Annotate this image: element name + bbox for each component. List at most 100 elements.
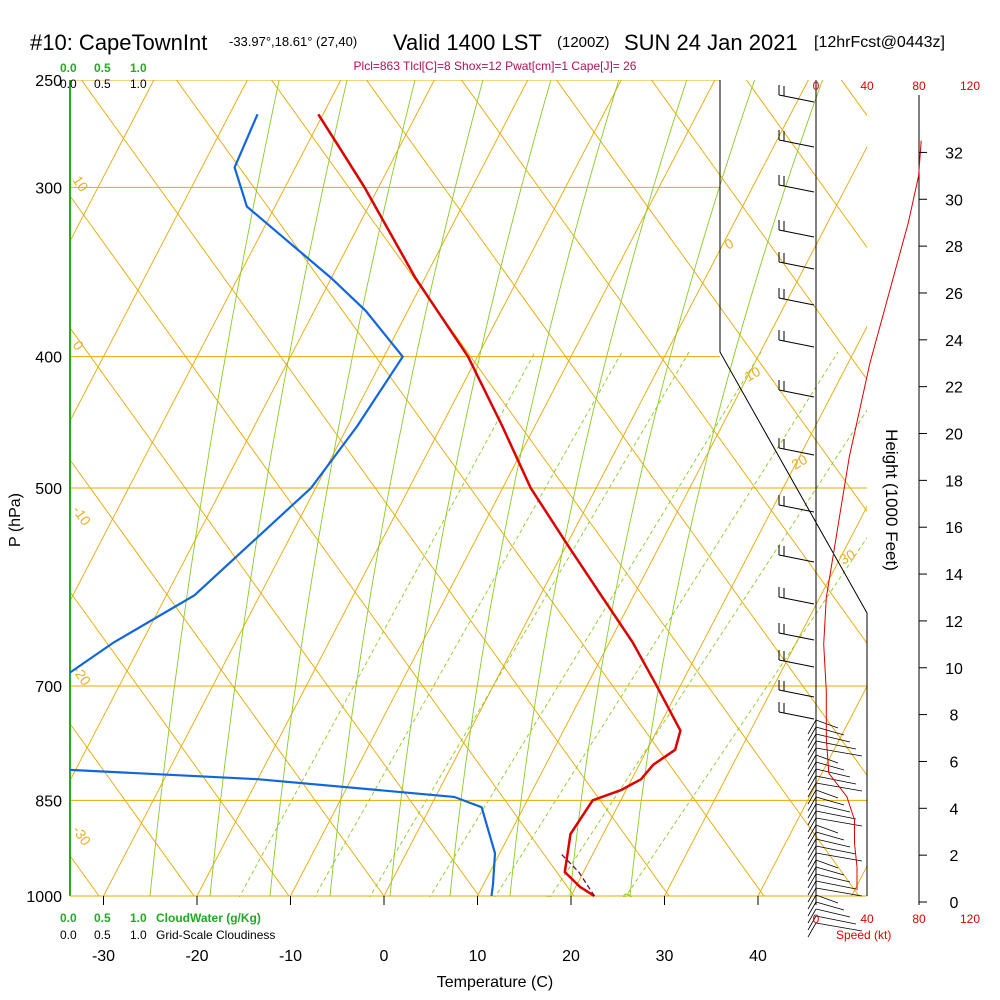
wind-barb-low <box>815 901 845 911</box>
dry-adiabat-line <box>70 591 290 897</box>
wind-barb-low <box>807 901 817 917</box>
wind-barb-low <box>815 796 845 806</box>
wind-barb <box>778 438 815 456</box>
dry-adiabat-line <box>460 80 867 644</box>
thermo-background: 1 2 3 5 8 12 20 <box>70 76 1000 916</box>
cw-top-black-2: 1.0 <box>130 77 147 91</box>
chart-title-date: SUN 24 Jan 2021 <box>624 30 798 55</box>
wind-barb <box>778 650 815 668</box>
wind-barb <box>778 252 815 270</box>
height-tick-label: 10 <box>945 661 963 678</box>
wind-barb-low <box>807 845 817 861</box>
wind-barb-low <box>815 831 845 841</box>
chart-title-station: #10: CapeTownInt <box>30 30 207 55</box>
wind-barb <box>778 545 815 563</box>
x-tick-label: -30 <box>92 948 115 965</box>
height-tick-label: 14 <box>945 567 963 584</box>
plot-boundary <box>719 80 868 896</box>
dry-adiabat-line <box>934 76 1000 896</box>
wind-barb-low <box>815 789 839 799</box>
height-tick-label: 16 <box>945 520 963 537</box>
wind-barb <box>778 495 815 513</box>
height-tick-label: 24 <box>945 333 963 350</box>
cw-top-green-1: 0.5 <box>94 61 111 75</box>
mixing-ratio-line <box>494 351 839 897</box>
dry-adiabat-line <box>650 80 867 381</box>
wind-barb-low <box>807 859 817 875</box>
x-tick-label: -10 <box>279 948 302 965</box>
mixing-ratio-label: 20 <box>614 890 636 912</box>
wind-barb-staff <box>778 139 815 148</box>
y-axis-title: P (hPa) <box>7 493 24 547</box>
chart-title-zulu: (1200Z) <box>557 34 610 51</box>
wind-barb-low <box>815 719 839 729</box>
p-tick-label: 500 <box>35 481 62 498</box>
plot-frame: 10 0 -10 -20 -30 0 10 20 30 <box>69 80 920 905</box>
x-tick-label: 40 <box>749 948 767 965</box>
cw-bot-green-0: 0.0 <box>60 911 77 925</box>
wind-barb-staff <box>778 504 815 513</box>
wind-barb-staff <box>778 389 815 398</box>
moist-adiabat-line <box>449 80 620 897</box>
dry-adiabat-line <box>70 195 575 897</box>
wind-barb-low <box>807 817 817 833</box>
isotherm-label: 0 <box>722 235 737 253</box>
axes: -30 -20 -10 0 10 20 30 402503004005007008501000… <box>26 73 963 965</box>
speed-top-120: 120 <box>960 79 980 93</box>
mixing-ratio-label: 5 <box>417 898 435 914</box>
height-tick-label: 28 <box>945 239 963 256</box>
wind-barb <box>778 587 815 605</box>
wind-barb <box>778 380 815 398</box>
dry-adiabat-line <box>365 80 867 776</box>
mixing-ratio-line <box>238 351 536 897</box>
wind-barb-low <box>807 824 817 840</box>
isotherm-label: 10 <box>70 173 92 195</box>
isotherm-label: 20 <box>789 451 811 473</box>
x-tick-label: 0 <box>380 948 389 965</box>
wind-barb-low <box>815 761 845 771</box>
speed-profile <box>823 140 922 891</box>
wind-barb-low <box>807 838 817 854</box>
wind-barb-low <box>807 894 817 910</box>
isotherm-line <box>70 80 155 243</box>
wind-barb-staff <box>778 596 815 605</box>
wind-barb-low <box>807 810 817 826</box>
x-tick-label: 10 <box>469 948 487 965</box>
wind-barb-low <box>815 810 857 820</box>
temperature-line <box>317 113 682 897</box>
cw-top-black-1: 0.5 <box>94 77 111 91</box>
surface-temperature-dot <box>600 898 607 905</box>
x-axis-title: Temperature (C) <box>437 974 553 991</box>
height-tick-label: 0 <box>950 895 959 912</box>
wind-barb-staff <box>778 632 815 641</box>
wind-barb <box>778 220 815 238</box>
mixing-ratio-line <box>549 409 867 897</box>
wind-barb-low <box>815 887 863 897</box>
height-tick-label: 22 <box>945 380 963 397</box>
wind-barb-low <box>807 922 817 938</box>
height-tick-label: 6 <box>950 754 959 771</box>
mixing-ratio-label: 2 <box>302 900 320 916</box>
wind-barb-low <box>807 852 817 868</box>
wind-barb-low <box>807 831 817 847</box>
speed-bot-0: 0 <box>813 912 820 926</box>
moist-adiabat-line <box>509 80 688 897</box>
cw-top-black-0: 0.0 <box>60 77 77 91</box>
isotherm-label: 30 <box>837 546 859 568</box>
mixing-ratio-label: 12 <box>537 892 559 914</box>
speed-top-0: 0 <box>813 79 820 93</box>
wind-barb <box>778 702 815 720</box>
wind-barb-staff <box>778 711 815 720</box>
height-tick-label: 2 <box>950 848 959 865</box>
mixing-ratio-label: 3 <box>352 898 370 914</box>
cw-bot-green-2: 1.0 <box>130 911 147 925</box>
moist-adiabat-line <box>569 80 756 897</box>
wind-barb-low <box>807 733 817 749</box>
wind-barb <box>778 288 815 306</box>
wind-barb-low <box>815 726 845 736</box>
wind-barb <box>778 330 815 348</box>
wind-barb-low <box>815 747 863 757</box>
speed-bot-80: 80 <box>912 912 926 926</box>
cw-bot-green-1: 0.5 <box>94 911 111 925</box>
wind-barb-staff <box>778 339 815 348</box>
